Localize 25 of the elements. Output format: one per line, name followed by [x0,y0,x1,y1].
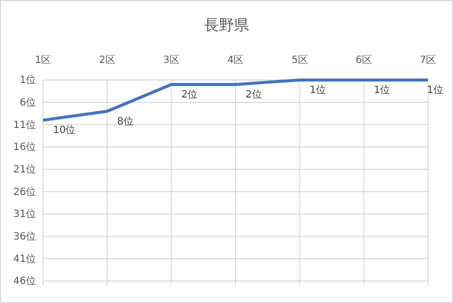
x-tick-label: 1区 [34,55,52,66]
x-tick-label: 6区 [356,55,372,66]
y-tick-label: 6位 [20,96,36,109]
x-tick-label: 7区 [420,55,436,66]
y-tick-label: 21位 [13,164,36,176]
data-label: 2位 [246,88,262,100]
y-tick-label: 16位 [13,141,36,154]
data-label: 8位 [117,115,134,128]
x-tick-label: 3区 [163,55,180,66]
data-label: 2位 [181,88,198,100]
y-tick-label: 41位 [13,252,36,265]
y-tick-label: 26位 [13,186,36,198]
y-tick-label: 1位 [20,74,36,86]
chart-title: 長野県 [204,16,249,34]
data-label: 1位 [310,84,326,96]
x-tick-label: 5区 [291,55,308,66]
x-tick-label: 4区 [227,55,244,66]
x-tick-label: 2区 [98,55,116,66]
y-tick-label: 36位 [13,230,36,243]
data-label: 1位 [427,84,444,96]
y-tick-label: 46位 [13,275,36,288]
y-tick-label: 31位 [13,208,36,220]
data-label: 10位 [53,124,76,136]
y-tick-label: 11位 [13,118,36,131]
data-label: 1位 [374,84,390,96]
